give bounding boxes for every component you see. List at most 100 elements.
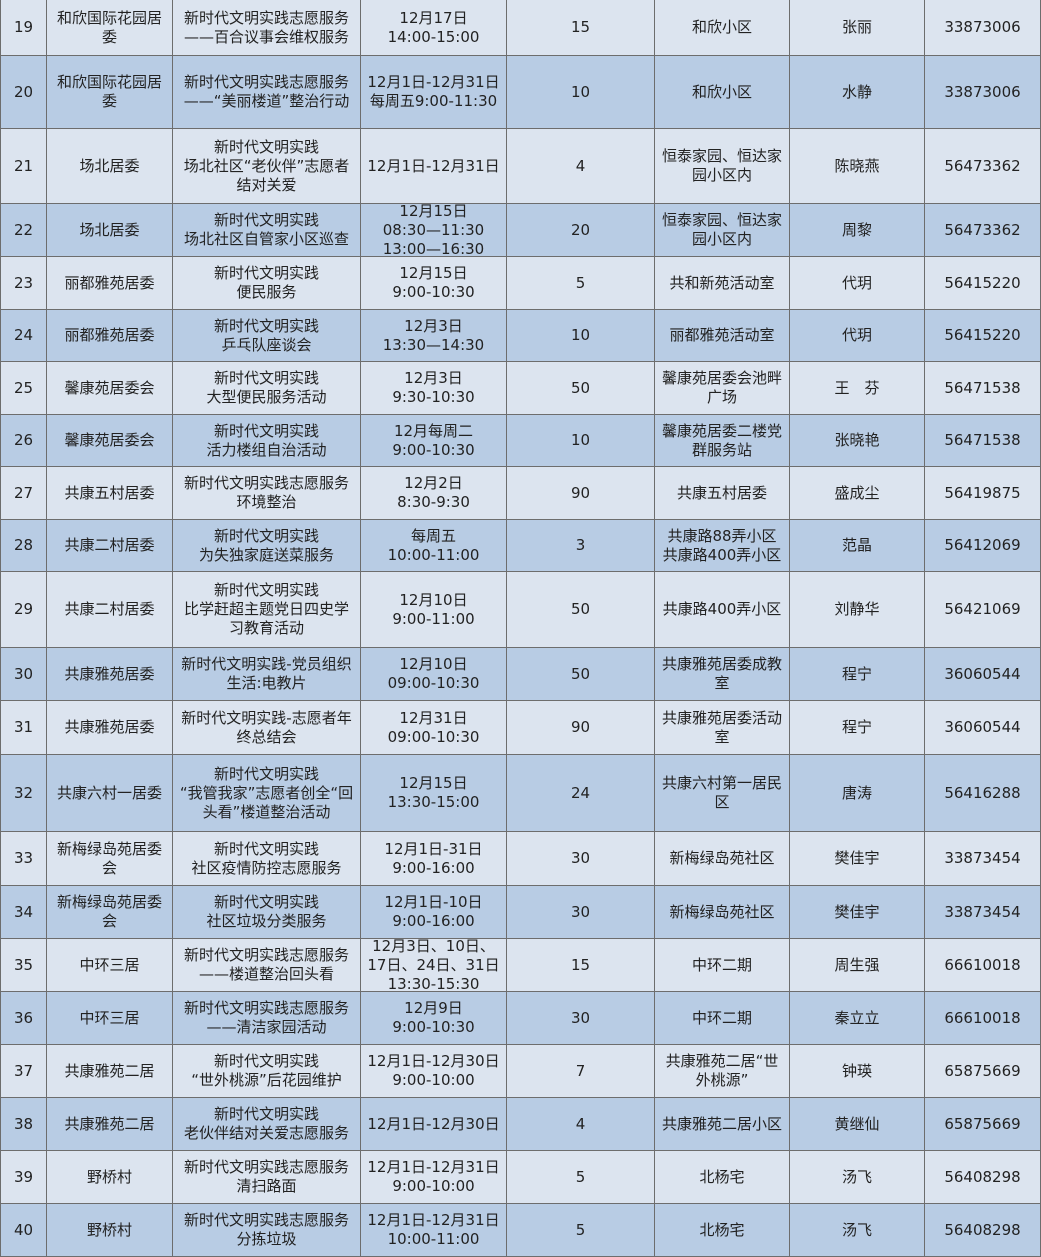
contact: 钟瑛	[790, 1045, 925, 1098]
contact: 张晓艳	[790, 415, 925, 467]
activity: 新时代文明实践志愿服务 环境整治	[173, 467, 361, 520]
contact: 汤飞	[790, 1204, 925, 1257]
activity: 新时代文明实践-党员组织生活:电教片	[173, 648, 361, 701]
location: 恒泰家园、恒达家园小区内	[655, 204, 790, 257]
row-number: 23	[0, 257, 47, 310]
row-number: 33	[0, 832, 47, 886]
location: 北杨宅	[655, 1204, 790, 1257]
participants: 3	[507, 520, 655, 572]
contact: 秦立立	[790, 992, 925, 1045]
committee: 场北居委	[47, 129, 173, 204]
row-number: 19	[0, 0, 47, 56]
time: 12月1日-12月30日	[361, 1098, 507, 1151]
activity: 新时代文明实践 场北社区自管家小区巡查	[173, 204, 361, 257]
row-number: 30	[0, 648, 47, 701]
activity: 新时代文明实践-志愿者年终总结会	[173, 701, 361, 755]
activity: 新时代文明实践 场北社区“老伙伴”志愿者结对关爱	[173, 129, 361, 204]
location: 中环二期	[655, 992, 790, 1045]
time: 12月1日-12月31日 10:00-11:00	[361, 1204, 507, 1257]
row-number: 38	[0, 1098, 47, 1151]
participants: 50	[507, 572, 655, 648]
location: 共康五村居委	[655, 467, 790, 520]
location: 馨康苑居委会池畔广场	[655, 362, 790, 415]
time: 12月10日 09:00-10:30	[361, 648, 507, 701]
committee: 共康雅苑二居	[47, 1098, 173, 1151]
time: 12月2日 8:30-9:30	[361, 467, 507, 520]
participants: 5	[507, 257, 655, 310]
activity: 新时代文明实践 便民服务	[173, 257, 361, 310]
location: 新梅绿岛苑社区	[655, 832, 790, 886]
participants: 90	[507, 467, 655, 520]
time: 12月每周二 9:00-10:30	[361, 415, 507, 467]
location: 共康雅苑二居“世外桃源”	[655, 1045, 790, 1098]
committee: 中环三居	[47, 992, 173, 1045]
contact: 樊佳宇	[790, 832, 925, 886]
committee: 新梅绿岛苑居委会	[47, 886, 173, 939]
contact: 张丽	[790, 0, 925, 56]
activity: 新时代文明实践 社区垃圾分类服务	[173, 886, 361, 939]
time: 12月31日 09:00-10:30	[361, 701, 507, 755]
participants: 7	[507, 1045, 655, 1098]
location: 恒泰家园、恒达家园小区内	[655, 129, 790, 204]
contact: 水静	[790, 56, 925, 129]
row-number: 36	[0, 992, 47, 1045]
contact: 范晶	[790, 520, 925, 572]
row-number: 29	[0, 572, 47, 648]
contact: 汤飞	[790, 1151, 925, 1204]
participants: 5	[507, 1151, 655, 1204]
location: 共康六村第一居民区	[655, 755, 790, 832]
participants: 20	[507, 204, 655, 257]
row-number: 37	[0, 1045, 47, 1098]
participants: 4	[507, 1098, 655, 1151]
phone: 33873454	[925, 832, 1041, 886]
row-number: 31	[0, 701, 47, 755]
row-number: 28	[0, 520, 47, 572]
participants: 50	[507, 362, 655, 415]
row-number: 24	[0, 310, 47, 362]
row-number: 25	[0, 362, 47, 415]
time: 12月15日 9:00-10:30	[361, 257, 507, 310]
contact: 代玥	[790, 257, 925, 310]
location: 共和新苑活动室	[655, 257, 790, 310]
participants: 10	[507, 415, 655, 467]
contact: 樊佳宇	[790, 886, 925, 939]
contact: 程宁	[790, 648, 925, 701]
phone: 66610018	[925, 939, 1041, 992]
participants: 10	[507, 310, 655, 362]
participants: 5	[507, 1204, 655, 1257]
phone: 56416288	[925, 755, 1041, 832]
time: 12月3日 9:30-10:30	[361, 362, 507, 415]
phone: 56408298	[925, 1204, 1041, 1257]
participants: 24	[507, 755, 655, 832]
contact: 周生强	[790, 939, 925, 992]
row-number: 27	[0, 467, 47, 520]
activity: 新时代文明实践志愿服务 分拣垃圾	[173, 1204, 361, 1257]
committee: 和欣国际花园居委	[47, 56, 173, 129]
committee: 野桥村	[47, 1151, 173, 1204]
location: 丽都雅苑活动室	[655, 310, 790, 362]
committee: 馨康苑居委会	[47, 362, 173, 415]
participants: 15	[507, 939, 655, 992]
committee: 中环三居	[47, 939, 173, 992]
phone: 56412069	[925, 520, 1041, 572]
committee: 丽都雅苑居委	[47, 257, 173, 310]
time: 12月17日 14:00-15:00	[361, 0, 507, 56]
participants: 30	[507, 886, 655, 939]
committee: 共康二村居委	[47, 572, 173, 648]
time: 12月1日-31日 9:00-16:00	[361, 832, 507, 886]
participants: 10	[507, 56, 655, 129]
activity: 新时代文明实践 大型便民服务活动	[173, 362, 361, 415]
phone: 56421069	[925, 572, 1041, 648]
participants: 4	[507, 129, 655, 204]
activity: 新时代文明实践 “我管我家”志愿者创全“回头看”楼道整治活动	[173, 755, 361, 832]
phone: 56415220	[925, 257, 1041, 310]
phone: 33873006	[925, 0, 1041, 56]
activity: 新时代文明实践 老伙伴结对关爱志愿服务	[173, 1098, 361, 1151]
time: 12月1日-12月30日 9:00-10:00	[361, 1045, 507, 1098]
time: 12月10日 9:00-11:00	[361, 572, 507, 648]
activity: 新时代文明实践 社区疫情防控志愿服务	[173, 832, 361, 886]
committee: 馨康苑居委会	[47, 415, 173, 467]
time: 12月3日、10日、17日、24日、31日 13:30-15:30	[361, 939, 507, 992]
contact: 程宁	[790, 701, 925, 755]
